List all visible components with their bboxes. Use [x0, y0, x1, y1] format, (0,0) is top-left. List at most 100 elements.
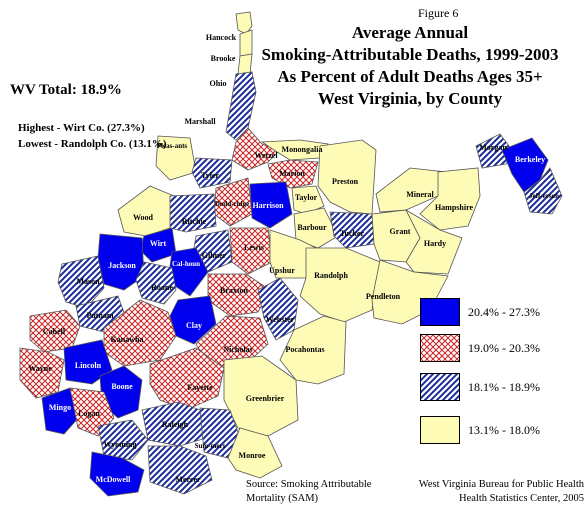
- county-label-wirt: Wirt: [150, 239, 167, 248]
- county-ritchie: [169, 193, 217, 233]
- county-hancock: [235, 11, 253, 35]
- map-title: Average Annual Smoking-Attributable Deat…: [240, 22, 580, 110]
- legend-item: 13.1% - 18.0%: [420, 416, 540, 444]
- county-label-tyler: Tyler: [201, 171, 220, 180]
- county-hampshire: [419, 167, 481, 231]
- county-label-raleigh: Raleigh: [162, 420, 189, 429]
- legend-label: 19.0% - 20.3%: [468, 340, 540, 355]
- county-label-pocahontas: Pocahontas: [285, 345, 324, 354]
- county-label-greenbrier: Greenbrier: [246, 394, 285, 403]
- county-mcdowell: [89, 451, 145, 497]
- lowest-county: Lowest - Randolph Co. (13.1%): [18, 138, 167, 150]
- title-line-3: As Percent of Adult Deaths Ages 35+: [277, 67, 543, 86]
- county-label-mason: Mason: [76, 277, 100, 286]
- county-label-marion: Marion: [279, 169, 305, 178]
- county-jeff-erson: [523, 167, 563, 215]
- bureau-line: Health Statistics Center, 2005: [459, 493, 584, 504]
- legend-item: 20.4% - 27.3%: [420, 298, 540, 326]
- county-label-brooke: Brooke: [211, 54, 236, 63]
- county-label-logan: Logan: [78, 409, 100, 418]
- county-label-pleas-ants: Pleas-ants: [157, 142, 188, 150]
- county-label-jackson: Jackson: [108, 261, 136, 270]
- highest-county: Highest - Wirt Co. (27.3%): [18, 122, 145, 134]
- county-label-cabell: Cabell: [43, 327, 66, 336]
- county-randolph: [299, 247, 381, 323]
- county-label-lewis: Lewis: [244, 243, 264, 252]
- title-line-2: Smoking-Attributable Deaths, 1999-2003: [261, 45, 559, 64]
- source-line: Source: Smoking Attributable: [246, 479, 372, 490]
- county-label-clay: Clay: [186, 321, 202, 330]
- title-line-4: West Virginia, by County: [317, 89, 503, 108]
- county-wetzel: [231, 127, 281, 171]
- county-label-harrison: Harrison: [252, 201, 284, 210]
- county-label-mingo: Mingo: [49, 403, 71, 412]
- county-barbour: [293, 207, 339, 249]
- county-hardy: [405, 208, 463, 275]
- county-label-boone: Boone: [111, 382, 133, 391]
- county-roane: [135, 261, 177, 305]
- county-label-wood: Wood: [133, 213, 154, 222]
- county-kanawha: [103, 299, 177, 367]
- county-label-dodd-ridge: Dodd-ridge: [215, 200, 249, 208]
- county-label-wetzel: Wetzel: [254, 151, 278, 160]
- county-preston: [317, 139, 377, 215]
- county-tucker: [329, 211, 375, 249]
- county-fayette: [149, 347, 225, 411]
- legend-label: 18.1% - 18.9%: [468, 379, 540, 394]
- county-label-barbour: Barbour: [297, 223, 327, 232]
- county-label-grant: Grant: [390, 227, 411, 236]
- county-label-taylor: Taylor: [295, 193, 318, 202]
- county-tyler: [191, 157, 233, 189]
- county-label-roane: Roane: [151, 283, 173, 292]
- county-label-braxton: Braxton: [220, 286, 249, 295]
- county-label-sum-mers: Sum-mers: [195, 442, 226, 450]
- county-label-hampshire: Hampshire: [435, 203, 474, 212]
- legend-swatch-high: [420, 298, 460, 326]
- county-harrison: [249, 181, 293, 229]
- county-label-hancock: Hancock: [206, 33, 237, 42]
- county-label-lincoln: Lincoln: [75, 361, 102, 370]
- county-label-ohio: Ohio: [210, 79, 227, 88]
- legend-item: 18.1% - 18.9%: [420, 373, 540, 401]
- title-line-1: Average Annual: [351, 23, 469, 42]
- bureau-line: West Virginia Bureau for Public Health: [418, 479, 584, 490]
- county-label-fayette: Fayette: [187, 383, 213, 392]
- county-label-wyoming: Wyoming: [103, 440, 136, 449]
- county-lewis: [229, 227, 273, 275]
- county-label-tucker: Tucker: [340, 229, 365, 238]
- county-label-monongalia: Monongalia: [282, 145, 323, 154]
- wv-total: WV Total: 18.9%: [10, 82, 122, 98]
- legend-swatch-low: [420, 416, 460, 444]
- county-cal-houn: [169, 247, 209, 297]
- county-shapes: [19, 11, 563, 497]
- county-label-kanawha: Kanawha: [111, 335, 144, 344]
- county-pleas-ants: [155, 135, 197, 181]
- bureau-credit: West Virginia Bureau for Public Health H…: [408, 478, 584, 506]
- legend-item: 19.0% - 20.3%: [420, 334, 540, 362]
- county-label-berkeley: Berkeley: [515, 155, 545, 164]
- source-note: Source: Smoking Attributable Mortality (…: [246, 478, 371, 506]
- county-label-nicholas: Nicholas: [223, 345, 252, 354]
- legend-label: 13.1% - 18.0%: [468, 422, 540, 437]
- county-label-webster: Webster: [266, 315, 295, 324]
- county-label-randolph: Randolph: [314, 271, 348, 280]
- county-label-pendleton: Pendleton: [366, 292, 401, 301]
- county-wyoming: [97, 419, 149, 461]
- county-label-upshur: Upshur: [269, 266, 295, 275]
- county-label-monroe: Monroe: [239, 451, 266, 460]
- extremes-note: Highest - Wirt Co. (27.3%) Lowest - Rand…: [18, 120, 167, 152]
- county-label-ritchie: Ritchie: [182, 217, 207, 226]
- county-label-marshall: Marshall: [184, 117, 216, 126]
- county-mercer: [147, 445, 213, 495]
- county-pocahontas: [279, 315, 347, 385]
- county-label-jeff-erson: Jeff-erson: [529, 192, 559, 200]
- county-monroe: [227, 427, 283, 479]
- county-label-gilmer: Gilmer: [202, 251, 227, 260]
- figure-label: Figure 6: [418, 6, 459, 20]
- county-label-mineral: Mineral: [406, 190, 434, 199]
- legend-label: 20.4% - 27.3%: [468, 304, 540, 319]
- county-label-preston: Preston: [332, 177, 359, 186]
- county-label-mercer: Mercer: [175, 475, 201, 484]
- county-wayne: [19, 347, 65, 399]
